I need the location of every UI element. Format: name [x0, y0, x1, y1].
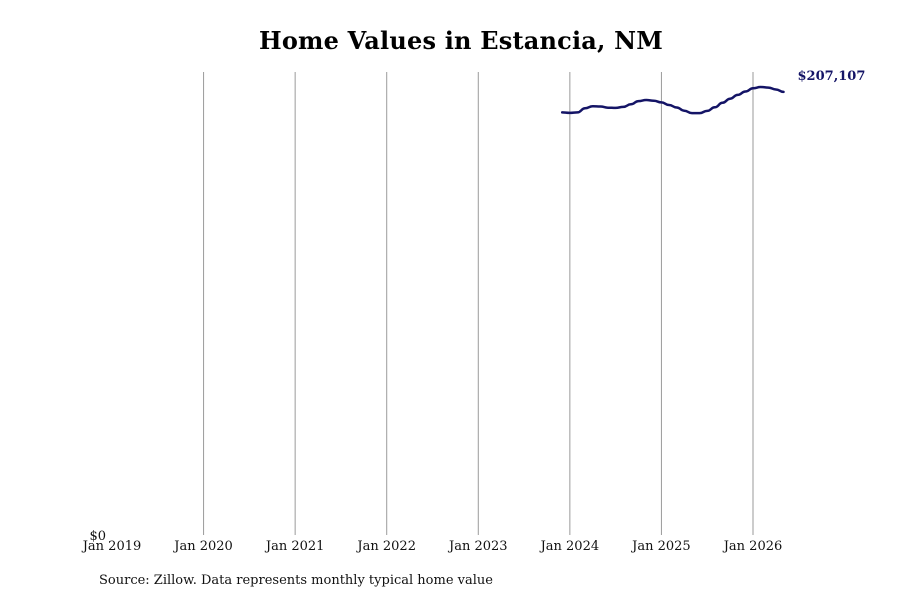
series-lines — [560, 85, 785, 115]
x-tick-label: Jan 2020 — [172, 539, 233, 554]
x-tick-label: Jan 2022 — [355, 539, 416, 554]
y-tick-label: $0 — [89, 529, 106, 544]
x-tick-label: Jan 2019 — [81, 539, 142, 554]
x-tick-label: Jan 2024 — [539, 539, 600, 554]
gridlines — [203, 72, 754, 535]
end-labels: $207,107 — [798, 69, 866, 84]
x-tick-label: Jan 2021 — [264, 539, 325, 554]
series-line — [560, 85, 785, 115]
x-tick-label: Jan 2023 — [447, 539, 508, 554]
x-tick-label: Jan 2025 — [630, 539, 691, 554]
series-end-label: $207,107 — [798, 69, 866, 84]
source-note: Source: Zillow. Data represents monthly … — [99, 573, 493, 588]
x-axis-ticks: Jan 2019 Jan 2020 Jan 2021 Jan 2022 Jan 2023… — [81, 539, 783, 554]
y-axis-ticks: $0 — [89, 529, 106, 544]
x-tick-label: Jan 2026 — [722, 539, 783, 554]
chart-title: Home Values in Estancia, NM — [258, 26, 664, 55]
